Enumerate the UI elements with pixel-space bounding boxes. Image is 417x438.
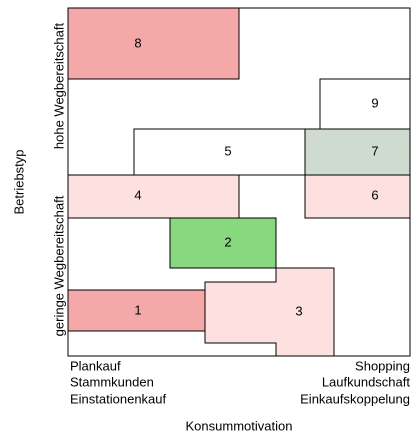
x-left-label: Einstationenkauf <box>70 391 167 406</box>
region-label: 9 <box>371 95 378 110</box>
y-axis-high: hohe Wegbereitschaft <box>51 22 66 149</box>
region-label: 5 <box>224 143 231 158</box>
region <box>304 174 411 219</box>
y-axis-low: geringe Wegbereitschaft <box>51 195 66 336</box>
x-left-label: Stammkunden <box>70 374 154 389</box>
region-label: 3 <box>295 303 302 318</box>
region <box>304 128 411 176</box>
x-right-label: Shopping <box>355 358 410 373</box>
x-right-label: Laufkundschaft <box>322 374 411 389</box>
region-label: 7 <box>371 143 378 158</box>
region-label: 6 <box>371 187 378 202</box>
region-label: 8 <box>134 35 141 50</box>
region-label: 1 <box>134 302 141 317</box>
x-right-label: Einkaufskoppelung <box>300 391 410 406</box>
y-axis-title: Betriebstyp <box>11 149 26 214</box>
region-label: 2 <box>224 234 231 249</box>
region <box>133 128 306 176</box>
x-left-label: Plankauf <box>70 358 121 373</box>
x-axis-title: Konsummotivation <box>186 418 293 433</box>
region <box>169 217 277 269</box>
region-label: 4 <box>134 187 141 202</box>
region <box>67 174 240 219</box>
region <box>319 78 411 130</box>
region <box>204 267 335 357</box>
region <box>67 289 206 332</box>
region <box>67 7 240 80</box>
